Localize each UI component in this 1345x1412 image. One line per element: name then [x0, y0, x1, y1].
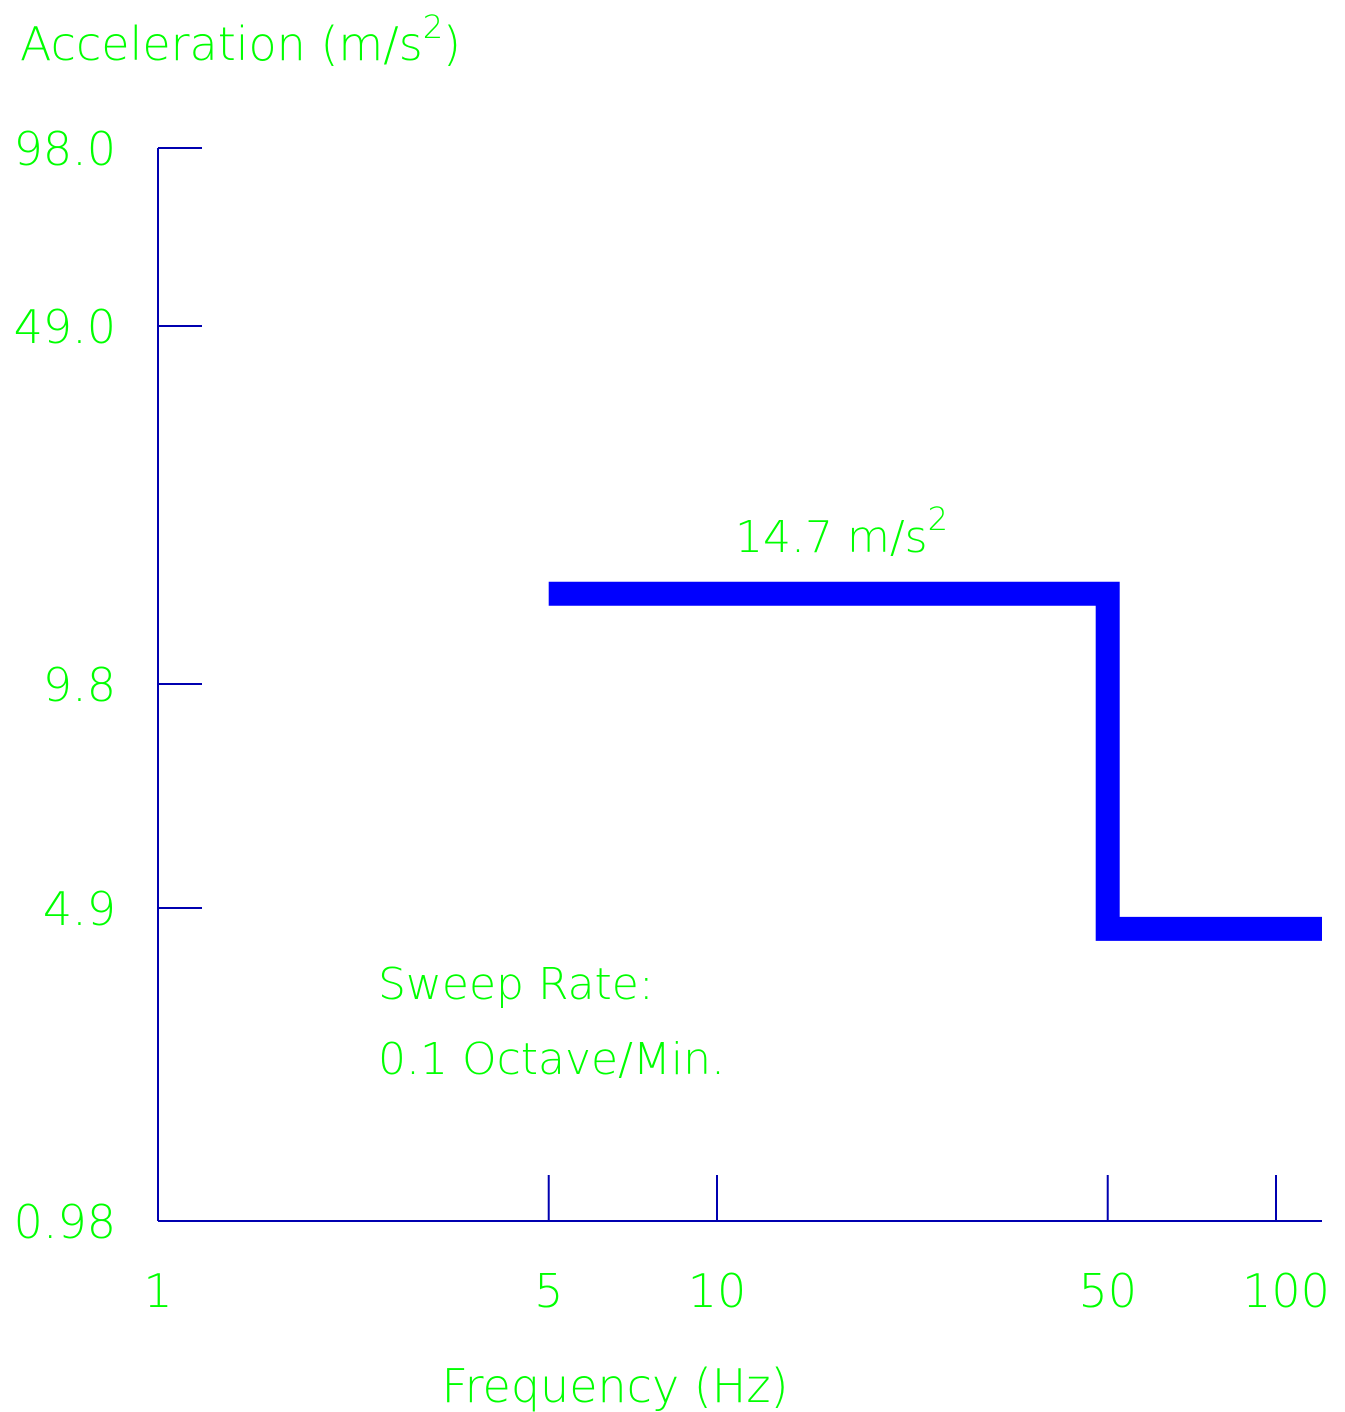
level-annotation-main: 14.7 m/s [735, 512, 928, 563]
level-annotation-sup: 2 [928, 500, 948, 538]
y-tick-label: 98.0 [14, 122, 116, 176]
x-tick-label: 10 [688, 1264, 747, 1318]
x-tick-label: 5 [534, 1264, 563, 1318]
x-axis-title: Frequency (Hz) [442, 1359, 789, 1412]
level-annotation: 14.7 m/s2 [735, 500, 948, 563]
y-tick-label: 49.0 [14, 300, 116, 354]
sweep-rate-label: Sweep Rate: [378, 959, 654, 1010]
y-tick-label: 4.9 [43, 882, 116, 936]
x-tick-label: 50 [1078, 1264, 1137, 1318]
y-axis-title-close: ) [443, 17, 461, 71]
y-ticks: 0.98 4.9 9.8 49.0 98.0 [14, 122, 202, 1249]
y-tick-label: 9.8 [43, 658, 116, 712]
x-tick-label: 100 [1242, 1264, 1330, 1318]
x-tick-label: 1 [143, 1264, 172, 1318]
y-tick-label: 0.98 [14, 1195, 116, 1249]
series-line [548, 581, 1322, 941]
y-axis-title-sup: 2 [423, 8, 443, 46]
x-ticks: 1 5 10 50 100 [143, 1175, 1330, 1318]
y-axis-title-main: Acceleration (m/s [20, 17, 423, 71]
y-axis-title: Acceleration (m/s2) [20, 8, 461, 71]
sweep-rate-value: 0.1 Octave/Min. [378, 1034, 725, 1085]
